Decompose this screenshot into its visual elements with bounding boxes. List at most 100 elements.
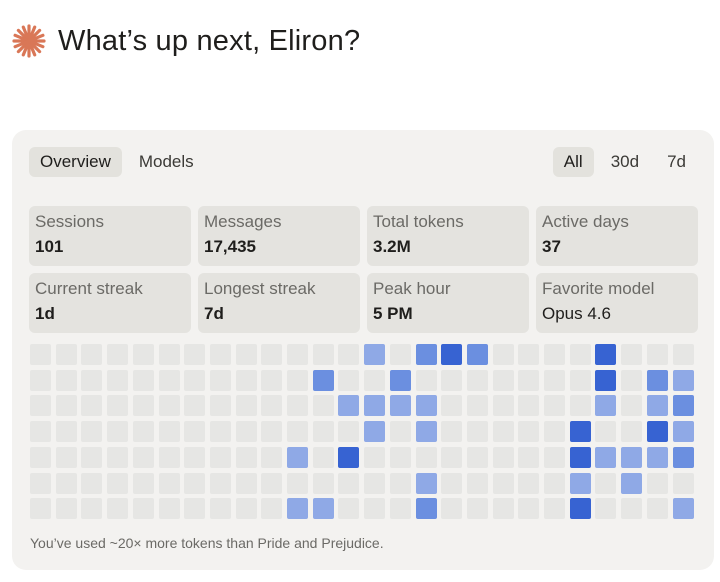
- stat-favorite-model: Favorite model Opus 4.6: [536, 273, 698, 333]
- tab-overview[interactable]: Overview: [29, 147, 122, 177]
- heatmap-cell: [55, 421, 77, 443]
- heatmap-cell: [466, 498, 488, 520]
- heatmap-cell: [158, 395, 180, 417]
- heatmap-cell: [312, 421, 334, 443]
- heatmap-cell: [30, 369, 51, 391]
- heatmap-cell: [235, 421, 257, 443]
- range-30d[interactable]: 30d: [610, 152, 640, 171]
- heatmap-cell: [646, 472, 668, 494]
- heatmap-cell: [261, 421, 283, 443]
- tokens-comparison-note: You’ve used ~20× more tokens than Pride …: [30, 535, 384, 551]
- heatmap-cell: [672, 472, 694, 494]
- heatmap-cell: [492, 472, 514, 494]
- heatmap-cell: [209, 446, 231, 468]
- heatmap-cell: [158, 344, 180, 365]
- heatmap-cell: [287, 344, 308, 365]
- stat-label: Current streak: [35, 279, 143, 298]
- heatmap-cell: [312, 344, 334, 365]
- heatmap-cell: [466, 369, 488, 391]
- heatmap-cell: [595, 421, 617, 443]
- range-selector: All 30d 7d: [552, 147, 697, 177]
- heatmap-cell: [544, 395, 565, 417]
- heatmap-cell: [364, 421, 386, 443]
- heatmap-cell: [107, 395, 129, 417]
- heatmap-cell: [518, 369, 540, 391]
- tab-models[interactable]: Models: [138, 152, 194, 171]
- heatmap-cell: [621, 369, 643, 391]
- heatmap-cell: [81, 446, 103, 468]
- heatmap-cell: [55, 395, 77, 417]
- stat-peak-hour: Peak hour 5 PM: [367, 273, 529, 333]
- heatmap-cell: [621, 421, 643, 443]
- heatmap-cell: [646, 369, 668, 391]
- heatmap-cell: [132, 395, 154, 417]
- heatmap-cell: [261, 498, 283, 520]
- heatmap-cell: [389, 446, 411, 468]
- heatmap-cell: [415, 344, 437, 365]
- range-7d[interactable]: 7d: [667, 152, 686, 171]
- heatmap-cell: [235, 395, 257, 417]
- stat-current-streak: Current streak 1d: [29, 273, 191, 333]
- heatmap-cell: [184, 344, 206, 365]
- stats-grid: Sessions 101 Messages 17,435 Total token…: [29, 206, 698, 333]
- heatmap-cell: [132, 446, 154, 468]
- heatmap-cell: [209, 498, 231, 520]
- heatmap-cell: [492, 344, 514, 365]
- greeting: What’s up next, Eliron?: [12, 24, 360, 58]
- stat-value: 17,435: [204, 237, 256, 256]
- heatmap-cell: [81, 344, 103, 365]
- heatmap-cell: [338, 498, 360, 520]
- heatmap-cell: [441, 472, 463, 494]
- heatmap-cell: [30, 498, 51, 520]
- heatmap-cell: [30, 421, 51, 443]
- heatmap-cell: [544, 421, 565, 443]
- heatmap-cell: [158, 421, 180, 443]
- stat-value: Opus 4.6: [542, 304, 611, 323]
- stat-label: Longest streak: [204, 279, 316, 298]
- heatmap-cell: [184, 421, 206, 443]
- heatmap-cell: [81, 395, 103, 417]
- heatmap-cell: [184, 395, 206, 417]
- heatmap-cell: [466, 421, 488, 443]
- heatmap-cell: [492, 395, 514, 417]
- heatmap-cell: [107, 421, 129, 443]
- heatmap-cell: [158, 472, 180, 494]
- heatmap-cell: [621, 344, 643, 365]
- heatmap-cell: [569, 498, 591, 520]
- heatmap-cell: [441, 498, 463, 520]
- heatmap-cell: [30, 344, 51, 365]
- heatmap-cell: [209, 395, 231, 417]
- heatmap-cell: [621, 472, 643, 494]
- stat-value: 1d: [35, 304, 55, 323]
- heatmap-cell: [672, 421, 694, 443]
- stat-label: Peak hour: [373, 279, 451, 298]
- heatmap-cell: [595, 472, 617, 494]
- heatmap-cell: [338, 344, 360, 365]
- heatmap-cell: [261, 395, 283, 417]
- heatmap-cell: [81, 472, 103, 494]
- heatmap-cell: [184, 472, 206, 494]
- heatmap-cell: [389, 395, 411, 417]
- heatmap-cell: [364, 446, 386, 468]
- stat-label: Messages: [204, 212, 282, 231]
- range-all[interactable]: All: [552, 147, 594, 177]
- heatmap-cell: [595, 395, 617, 417]
- heatmap-cell: [312, 395, 334, 417]
- stat-label: Total tokens: [373, 212, 464, 231]
- usage-card: Overview Models All 30d 7d Sessions 101 …: [12, 130, 714, 570]
- heatmap-cell: [389, 421, 411, 443]
- heatmap-cell: [55, 369, 77, 391]
- heatmap-cell: [364, 369, 386, 391]
- heatmap-cell: [672, 395, 694, 417]
- heatmap-cell: [466, 395, 488, 417]
- stat-value: 5 PM: [373, 304, 413, 323]
- heatmap-cell: [287, 498, 308, 520]
- heatmap-cell: [544, 344, 565, 365]
- heatmap-cell: [544, 369, 565, 391]
- heatmap-cell: [364, 344, 386, 365]
- heatmap-cell: [389, 498, 411, 520]
- heatmap-cell: [338, 446, 360, 468]
- heatmap-cell: [389, 344, 411, 365]
- heatmap-cell: [646, 421, 668, 443]
- heatmap-cell: [569, 369, 591, 391]
